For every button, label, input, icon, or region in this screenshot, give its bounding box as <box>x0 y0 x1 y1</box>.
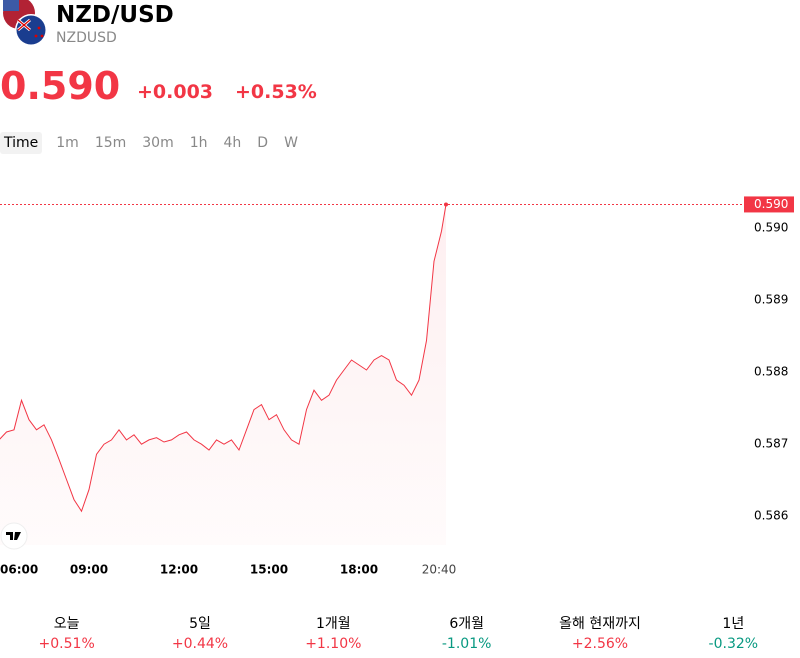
y-tick-label: 0.590 <box>754 221 788 235</box>
tv-logo <box>0 522 28 550</box>
chart: 0.586 0.587 0.588 0.589 0.590 06:00 09:00 12:00… <box>0 196 794 577</box>
period-label: 1년 <box>722 616 745 632</box>
tab[interactable]: W <box>284 135 298 151</box>
period-change: +0.44% <box>171 636 229 652</box>
period[interactable]: 오늘 +0.51% <box>0 610 133 652</box>
change: +0.003 <box>137 81 214 103</box>
period-label: 1개월 <box>315 616 351 632</box>
y-tick-label: 0.586 <box>754 509 788 523</box>
star <box>40 34 44 38</box>
y-tick-label: 0.588 <box>754 365 788 379</box>
flags <box>3 0 47 46</box>
period-label: 오늘 <box>53 616 80 632</box>
star <box>34 34 38 38</box>
nz-flag <box>16 15 46 45</box>
y-tick-label: 0.587 <box>754 437 788 451</box>
period-change: -1.01% <box>441 636 492 652</box>
title: NZD/USD <box>56 2 174 28</box>
tab[interactable]: 15m <box>94 135 127 151</box>
tab[interactable]: 4h <box>223 135 242 151</box>
y-tick-label: 0.589 <box>754 293 788 307</box>
last-price-box <box>744 196 794 213</box>
period-change: +2.56% <box>571 636 629 652</box>
period[interactable]: 1년 -0.32% <box>667 610 800 652</box>
x-tick-label: 20:40 <box>422 563 457 577</box>
nz-jack-red <box>17 19 31 31</box>
change-pct: +0.53% <box>235 81 317 103</box>
x-tick-label: 18:00 <box>340 563 378 577</box>
price: 0.590 <box>0 64 121 108</box>
period-label: 5일 <box>189 616 211 632</box>
periods: 오늘 +0.51% 5일 +0.44% 1개월 +1.10% 6개월 -1.01% 올해 현재까… <box>0 610 800 652</box>
tab[interactable]: 30m <box>142 135 174 151</box>
tab[interactable]: 1m <box>56 135 79 151</box>
us-canton <box>3 0 19 11</box>
logo <box>6 532 21 540</box>
period[interactable]: 올해 현재까지 +2.56% <box>533 610 666 652</box>
period-change: -0.32% <box>708 636 759 652</box>
period-change: +1.10% <box>305 636 362 652</box>
period-label: 6개월 <box>449 616 484 632</box>
x-tick-label: 15:00 <box>250 563 288 577</box>
logo-bg <box>0 522 28 550</box>
symbol: NZDUSD <box>56 30 117 46</box>
tab[interactable]: Time <box>0 132 43 154</box>
tabs: Time 1m 15m 30m 1h 4h D W <box>0 132 306 154</box>
area <box>0 204 446 545</box>
tab[interactable]: 1h <box>189 135 208 151</box>
period-change: +0.51% <box>38 636 95 652</box>
x-tick-label: 06:00 <box>0 563 38 577</box>
period[interactable]: 5일 +0.44% <box>133 610 266 652</box>
x-tick-label: 12:00 <box>160 563 198 577</box>
tab[interactable]: D <box>257 135 269 151</box>
x-tick-label: 09:00 <box>70 563 108 577</box>
last-price-label: 0.590 <box>754 197 788 211</box>
period[interactable]: 6개월 -1.01% <box>400 610 533 652</box>
star <box>37 26 41 30</box>
period[interactable]: 1개월 +1.10% <box>267 610 400 652</box>
period-label: 올해 현재까지 <box>559 616 641 632</box>
line <box>0 204 447 513</box>
